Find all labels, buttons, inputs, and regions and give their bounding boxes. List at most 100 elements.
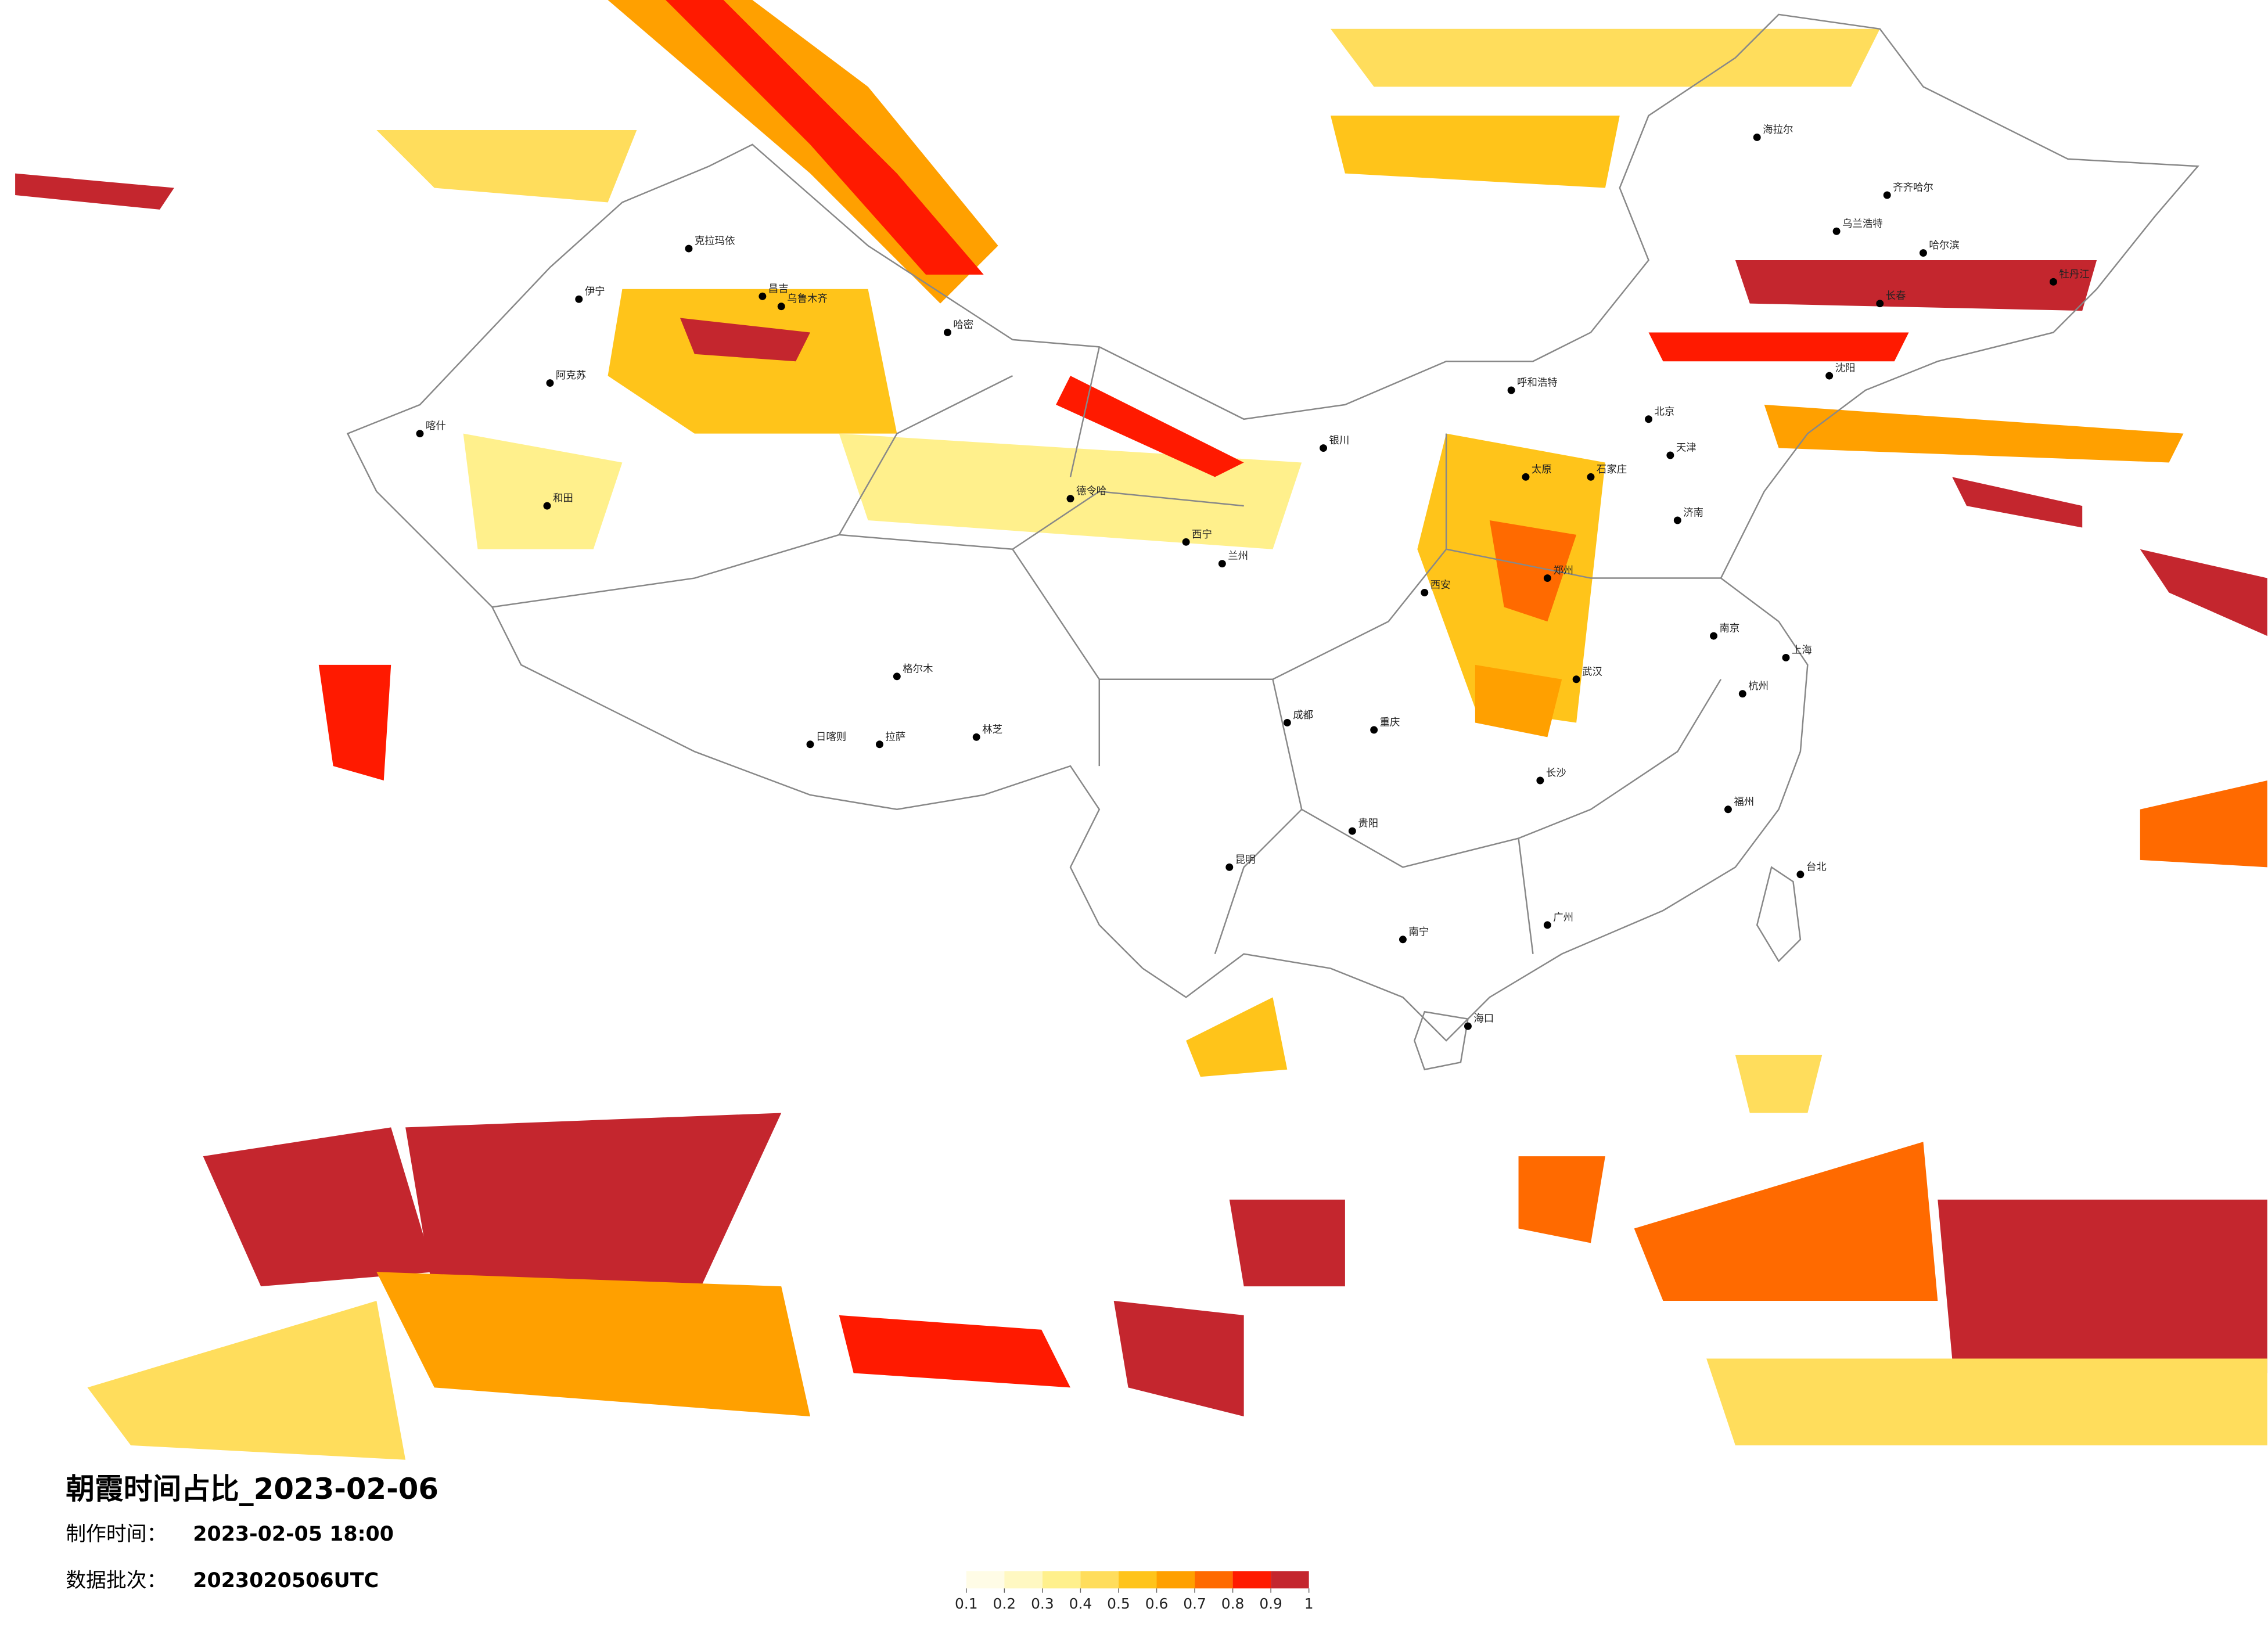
field-patch	[1764, 404, 2184, 463]
colorbar-tick-label: 0.2	[993, 1595, 1016, 1612]
field-patch	[1475, 664, 1562, 738]
city-label: 西安	[1430, 580, 1451, 591]
field-patch	[405, 1113, 782, 1301]
field-patch	[1952, 477, 2083, 528]
field-patch	[666, 0, 984, 275]
city-dot	[1587, 473, 1595, 481]
city-dot	[1876, 300, 1884, 308]
field-patch	[839, 433, 1302, 549]
city-dot	[1507, 386, 1515, 394]
city-dot	[1883, 191, 1891, 199]
field-patch	[1518, 1156, 1605, 1243]
country-border	[346, 13, 2199, 1042]
city-dot	[1825, 372, 1834, 380]
colorbar-tick-label: 0.5	[1107, 1595, 1130, 1612]
city-dot	[943, 328, 951, 336]
field-patch	[608, 289, 897, 434]
city-dot	[777, 303, 785, 311]
city-label: 昆明	[1235, 854, 1256, 866]
field-patch	[15, 173, 174, 210]
field-patch	[1706, 1358, 2267, 1445]
city-label: 上海	[1792, 645, 1812, 656]
city-label: 重庆	[1380, 717, 1400, 728]
field-patch	[680, 318, 810, 362]
city-dot	[416, 430, 424, 438]
city-label: 昌吉	[768, 283, 789, 295]
city-dot	[1919, 249, 1927, 257]
city-label: 长春	[1886, 290, 1906, 302]
field-patch	[376, 1272, 810, 1417]
city-dot	[806, 740, 814, 749]
city-label: 齐齐哈尔	[1893, 182, 1933, 194]
city-dot	[575, 295, 583, 303]
city-dot	[543, 502, 551, 510]
city-label: 西宁	[1192, 529, 1212, 541]
city-dot	[1348, 827, 1356, 835]
city-dot	[1832, 227, 1841, 235]
field-patch	[318, 664, 391, 780]
data-batch-value: 2023020506UTC	[193, 1569, 379, 1592]
city-label: 呼和浩特	[1517, 377, 1558, 389]
data-batch-label: 数据批次：	[66, 1569, 167, 1592]
city-label: 石家庄	[1597, 464, 1627, 476]
field-patch	[87, 1301, 406, 1460]
colorbar-tick-label: 0.3	[1031, 1595, 1054, 1612]
colorbar-swatch	[1042, 1571, 1081, 1589]
city-label: 广州	[1553, 912, 1573, 923]
city-label: 伊宁	[585, 286, 605, 298]
city-label: 拉萨	[885, 731, 905, 743]
city-label: 海口	[1473, 1013, 1494, 1025]
city-label: 太原	[1532, 464, 1552, 476]
field-patch	[1735, 260, 2097, 311]
city-dot	[1218, 560, 1226, 568]
city-label: 南宁	[1408, 926, 1429, 938]
city-dot	[1320, 444, 1328, 452]
field-patch	[1648, 332, 1909, 362]
city-dot	[1724, 805, 1732, 814]
city-label: 福州	[1734, 796, 1754, 808]
field-patch	[463, 433, 623, 549]
raster-field	[15, 0, 2267, 1460]
city-dot	[893, 672, 901, 681]
city-label: 兰州	[1228, 551, 1248, 562]
colorbar: 0.1 0.2 0.3 0.4 0.5 0.6 0.7 0.8 0.9 1	[955, 1571, 1314, 1612]
city-label: 和田	[553, 493, 573, 505]
production-time-label: 制作时间：	[66, 1523, 167, 1546]
city-dot	[1182, 538, 1190, 546]
city-label: 克拉玛依	[695, 236, 735, 247]
production-time-value: 2023-02-05 18:00	[193, 1523, 394, 1546]
city-label: 南京	[1720, 623, 1740, 635]
city-dot	[1536, 776, 1544, 785]
city-dot	[1572, 675, 1580, 684]
city-label: 林芝	[982, 724, 1002, 736]
colorbar-tick-label: 0.4	[1069, 1595, 1092, 1612]
city-label: 格尔木	[903, 663, 933, 675]
city-label: 北京	[1655, 406, 1675, 418]
field-patch	[1186, 997, 1288, 1077]
city-dot	[1421, 588, 1429, 596]
city-label: 阿克苏	[556, 370, 586, 382]
city-dot	[1710, 632, 1718, 640]
city-dot	[972, 733, 980, 741]
city-label: 郑州	[1553, 565, 1573, 577]
city-dot	[1666, 451, 1674, 459]
city-dot	[1753, 133, 1761, 141]
field-patch	[1113, 1301, 1244, 1417]
field-patch	[1330, 116, 1620, 188]
island-border	[1756, 866, 1802, 963]
colorbar-swatch	[1080, 1571, 1119, 1589]
city-label: 喀什	[426, 420, 446, 432]
city-dot	[1796, 870, 1805, 879]
city-label: 成都	[1293, 710, 1313, 721]
colorbar-tick-label: 0.1	[955, 1595, 978, 1612]
colorbar-tick-label: 0.8	[1221, 1595, 1245, 1612]
city-dot	[875, 740, 883, 749]
city-dot	[1673, 516, 1681, 524]
colorbar-swatch	[966, 1571, 1005, 1589]
city-dot	[1370, 726, 1378, 734]
field-patch	[2140, 549, 2267, 636]
city-label: 台北	[1806, 861, 1827, 873]
